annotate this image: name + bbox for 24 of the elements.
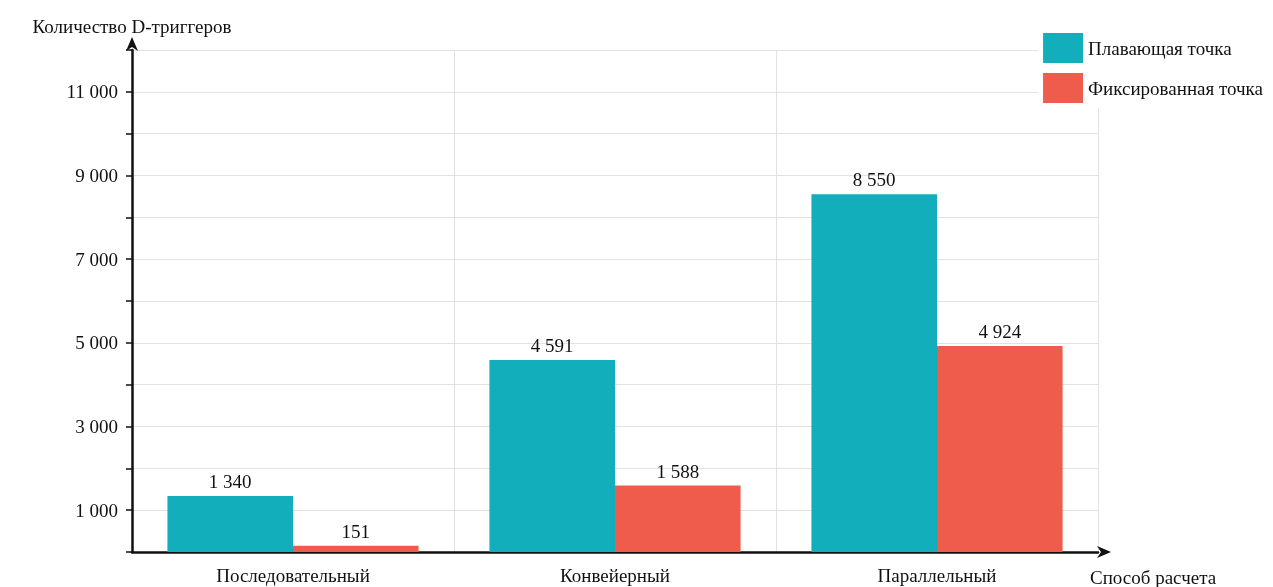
x-tick-label: Конвейерный xyxy=(560,565,670,586)
legend-label: Фиксированная точка xyxy=(1088,77,1264,99)
data-label: 8 550 xyxy=(852,169,896,191)
bar xyxy=(489,359,615,552)
y-tick-label: 11 000 xyxy=(66,81,118,103)
bar xyxy=(293,545,419,552)
x-tick-label: Параллельный xyxy=(877,565,997,586)
y-tick-label: 9 000 xyxy=(75,165,118,186)
bar xyxy=(615,485,741,552)
bar xyxy=(937,346,1063,552)
y-tick-label: 3 000 xyxy=(75,416,118,437)
data-label: 1 588 xyxy=(656,460,700,482)
data-label: 1 340 xyxy=(208,470,252,492)
bar xyxy=(811,194,937,552)
legend-label: Плавающая точка xyxy=(1088,37,1233,59)
y-tick-label: 5 000 xyxy=(75,332,118,354)
data-label: 4 924 xyxy=(978,321,1022,343)
data-label: 4 591 xyxy=(530,334,574,356)
bar xyxy=(167,495,293,552)
y-tick-label: 1 000 xyxy=(75,499,118,521)
y-tick-label: 7 000 xyxy=(75,248,118,270)
y-axis-title: Количество D-триггеров xyxy=(32,16,232,37)
data-label: 151 xyxy=(341,520,371,542)
x-tick-label: Последовательный xyxy=(216,565,370,586)
